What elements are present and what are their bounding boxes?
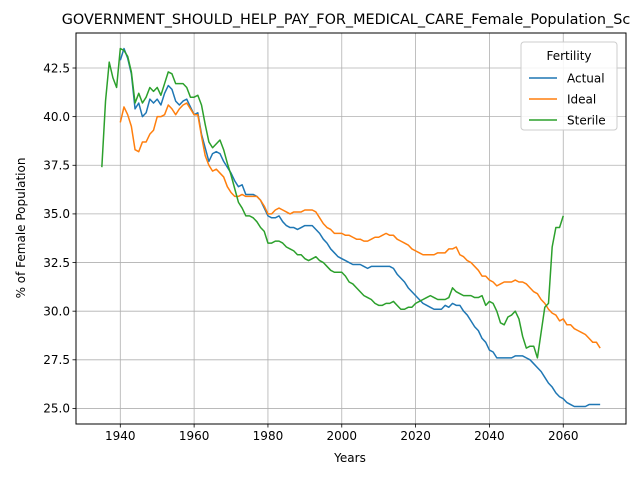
y-tick-label: 25.0 (43, 402, 70, 416)
y-tick-label: 40.0 (43, 110, 70, 124)
x-tick-label: 2060 (548, 429, 579, 443)
x-tick-label: 2020 (400, 429, 431, 443)
x-tick-label: 1960 (179, 429, 210, 443)
legend-label-sterile: Sterile (567, 113, 606, 127)
x-tick-label: 2040 (474, 429, 505, 443)
y-tick-label: 32.5 (43, 256, 70, 270)
legend-label-ideal: Ideal (567, 92, 596, 106)
x-tick-label: 1980 (253, 429, 284, 443)
y-tick-label: 27.5 (43, 353, 70, 367)
legend-label-actual: Actual (567, 71, 605, 85)
y-axis-label: % of Female Population (14, 158, 28, 299)
x-axis-label: Years (333, 451, 366, 465)
x-tick-label: 1940 (105, 429, 136, 443)
y-tick-label: 37.5 (43, 159, 70, 173)
y-tick-label: 35.0 (43, 207, 70, 221)
legend-title: Fertility (546, 49, 591, 63)
y-tick-label: 42.5 (43, 61, 70, 75)
chart-title: GOVERNMENT_SHOULD_HELP_PAY_FOR_MEDICAL_C… (62, 12, 631, 28)
y-tick-label: 30.0 (43, 304, 70, 318)
legend: Fertility Actual Ideal Sterile (521, 42, 617, 130)
x-tick-label: 2000 (326, 429, 357, 443)
